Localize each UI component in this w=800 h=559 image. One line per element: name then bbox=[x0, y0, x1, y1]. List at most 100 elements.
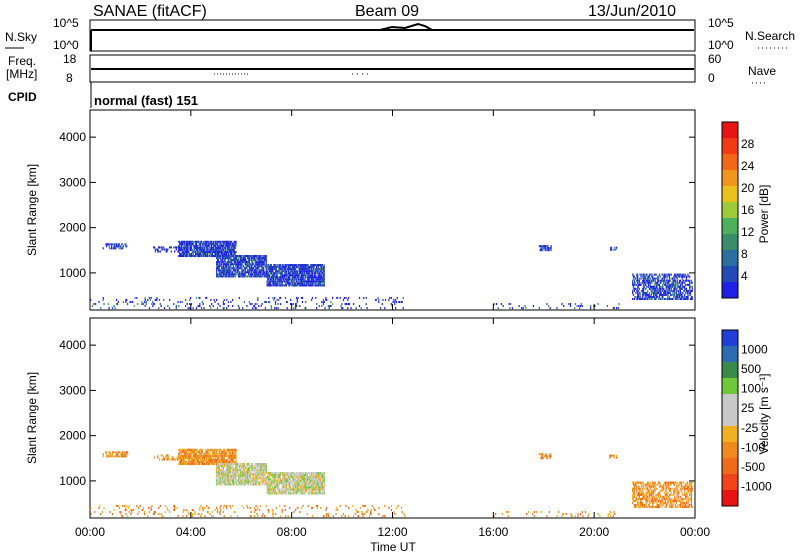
heatmap-cell bbox=[204, 515, 205, 517]
heatmap-cell bbox=[345, 297, 346, 299]
heatmap-cell bbox=[655, 486, 656, 488]
heatmap-cell bbox=[269, 484, 270, 486]
heatmap-cell bbox=[642, 498, 643, 500]
heatmap-cell bbox=[667, 498, 668, 500]
heatmap-cell bbox=[126, 245, 127, 247]
heatmap-cell bbox=[648, 498, 649, 500]
heatmap-cell bbox=[176, 246, 177, 248]
heatmap-cell bbox=[245, 269, 246, 271]
heatmap-cell bbox=[262, 483, 263, 485]
heatmap-cell bbox=[664, 492, 665, 494]
heatmap-cell bbox=[659, 492, 660, 494]
heatmap-cell bbox=[688, 290, 689, 292]
heatmap-cell bbox=[185, 305, 186, 307]
heatmap-cell bbox=[284, 276, 285, 278]
heatmap-cell bbox=[296, 264, 297, 266]
heatmap-cell bbox=[196, 463, 197, 465]
heatmap-cell bbox=[661, 506, 662, 508]
heatmap-cell bbox=[216, 299, 217, 301]
heatmap-cell bbox=[221, 243, 222, 245]
heatmap-cell bbox=[643, 290, 644, 292]
heatmap-cell bbox=[651, 290, 652, 292]
heatmap-cell bbox=[654, 286, 655, 288]
heatmap-cell bbox=[251, 303, 252, 305]
heatmap-cell bbox=[143, 507, 144, 509]
heatmap-cell bbox=[277, 264, 278, 266]
heatmap-cell bbox=[319, 305, 320, 307]
heatmap-cell bbox=[324, 476, 325, 478]
heatmap-cell bbox=[403, 297, 404, 299]
heatmap-cell bbox=[98, 507, 99, 509]
heatmap-cell bbox=[275, 513, 276, 515]
heatmap-cell bbox=[216, 507, 217, 509]
heatmap-cell bbox=[651, 484, 652, 486]
heatmap-cell bbox=[110, 453, 111, 455]
heatmap-cell bbox=[163, 246, 164, 248]
heatmap-cell bbox=[137, 513, 138, 515]
heatmap-cell bbox=[230, 271, 231, 273]
heatmap-cell bbox=[684, 290, 685, 292]
heatmap-cell bbox=[614, 307, 615, 309]
heatmap-cell bbox=[271, 307, 272, 309]
heatmap-cell bbox=[210, 251, 211, 253]
heatmap-cell bbox=[230, 243, 231, 245]
heatmap-cell bbox=[322, 264, 323, 266]
heatmap-cell bbox=[224, 505, 225, 507]
heatmap-cell bbox=[198, 241, 199, 243]
heatmap-cell bbox=[261, 265, 262, 267]
heatmap-cell bbox=[634, 486, 635, 488]
heatmap-cell bbox=[329, 307, 330, 309]
heatmap-cell bbox=[277, 486, 278, 488]
heatmap-cell bbox=[682, 288, 683, 290]
heatmap-cell bbox=[671, 294, 672, 296]
heatmap-cell bbox=[201, 307, 202, 309]
heatmap-cell bbox=[549, 249, 550, 251]
heatmap-cell bbox=[640, 292, 641, 294]
heatmap-cell bbox=[186, 509, 187, 511]
heatmap-cell bbox=[167, 454, 168, 456]
heatmap-cell bbox=[211, 245, 212, 247]
heatmap-cell bbox=[289, 280, 290, 282]
heatmap-cell bbox=[330, 301, 331, 303]
heatmap-cell bbox=[367, 511, 368, 513]
heatmap-cell bbox=[666, 288, 667, 290]
heatmap-cell bbox=[146, 301, 147, 303]
heatmap-cell bbox=[681, 484, 682, 486]
heatmap-cell bbox=[646, 274, 647, 276]
heatmap-cell bbox=[547, 457, 548, 459]
heatmap-cell bbox=[637, 278, 638, 280]
heatmap-cell bbox=[235, 511, 236, 513]
heatmap-cell bbox=[223, 301, 224, 303]
heatmap-cell bbox=[672, 502, 673, 504]
heatmap-cell bbox=[233, 275, 234, 277]
heatmap-cell bbox=[283, 486, 284, 488]
heatmap-cell bbox=[208, 249, 209, 251]
heatmap-cell bbox=[309, 490, 310, 492]
heatmap-cell bbox=[657, 282, 658, 284]
heatmap-cell bbox=[93, 303, 94, 305]
heatmap-cell bbox=[521, 307, 522, 309]
heatmap-cell bbox=[651, 294, 652, 296]
heatmap-cell bbox=[672, 504, 673, 506]
heatmap-cell bbox=[672, 494, 673, 496]
heatmap-cell bbox=[266, 255, 267, 257]
heatmap-cell bbox=[642, 482, 643, 484]
heatmap-cell bbox=[119, 247, 120, 249]
heatmap-cell bbox=[643, 294, 644, 296]
heatmap-cell bbox=[676, 500, 677, 502]
heatmap-cell bbox=[314, 266, 315, 268]
heatmap-cell bbox=[632, 494, 633, 496]
heatmap-cell bbox=[109, 453, 110, 455]
heatmap-cell bbox=[675, 282, 676, 284]
heatmap-cell bbox=[635, 504, 636, 506]
heatmap-cell bbox=[523, 307, 524, 309]
heatmap-cell bbox=[182, 515, 183, 517]
heatmap-cell bbox=[640, 488, 641, 490]
heatmap-cell bbox=[212, 511, 213, 513]
heatmap-cell bbox=[162, 515, 163, 517]
heatmap-cell bbox=[232, 299, 233, 301]
heatmap-cell bbox=[524, 305, 525, 307]
heatmap-cell bbox=[138, 507, 139, 509]
heatmap-cell bbox=[650, 298, 651, 300]
nsearch-tick-high: 10^5 bbox=[708, 16, 734, 30]
